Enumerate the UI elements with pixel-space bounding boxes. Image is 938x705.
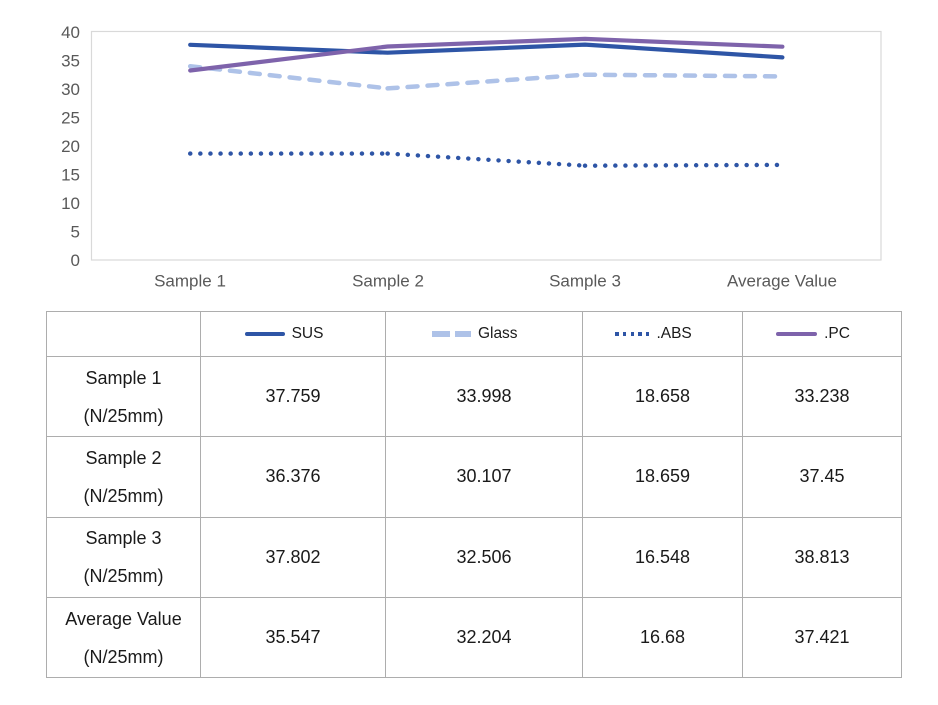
svg-text:25: 25 [61,109,80,128]
svg-text:30: 30 [61,80,80,99]
svg-text:40: 40 [61,23,80,42]
svg-text:Sample 1: Sample 1 [154,272,226,291]
svg-text:10: 10 [61,194,80,213]
svg-text:Sample 3: Sample 3 [549,272,621,291]
svg-text:15: 15 [61,166,80,185]
svg-text:20: 20 [61,137,80,156]
svg-text:Average Value: Average Value [727,272,837,291]
svg-text:5: 5 [71,223,80,242]
svg-text:35: 35 [61,52,80,71]
svg-text:Sample 2: Sample 2 [352,272,424,291]
svg-text:0: 0 [71,251,80,270]
